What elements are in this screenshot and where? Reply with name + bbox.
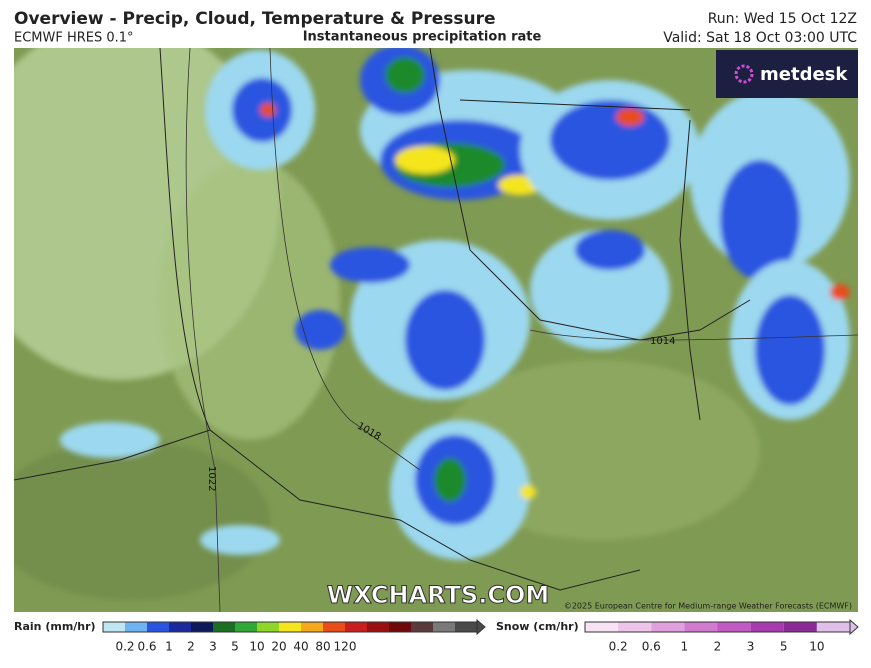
rain-scale-swatch: [411, 622, 433, 632]
rain-scale-arrow: [476, 618, 486, 636]
snow-scale-swatch: [816, 622, 850, 632]
snow-scale-arrow: [849, 618, 859, 636]
rain-scale-swatch: [191, 622, 213, 632]
rain-scale-label: 2: [187, 640, 195, 654]
rain-scale-label: 0.2: [115, 640, 134, 654]
snow-scale-label: 5: [780, 640, 788, 654]
rain-scale-label: 80: [315, 640, 330, 654]
rain-scale-swatch: [257, 622, 279, 632]
logo-icon: [734, 64, 754, 84]
snow-scale-label: 1: [681, 640, 689, 654]
title: Overview - Precip, Cloud, Temperature & …: [14, 9, 496, 29]
rain-scale-swatch: [345, 622, 367, 632]
copyright: ©2025 European Centre for Medium-range W…: [564, 602, 852, 611]
rain-scale-label: 5: [231, 640, 239, 654]
snow-scale-label: 0.2: [609, 640, 628, 654]
snow-scale-label: 2: [714, 640, 722, 654]
rain-scale-label: 40: [293, 640, 308, 654]
rain-scale-swatch: [433, 622, 455, 632]
snow-title: Snow (cm/hr): [496, 620, 579, 633]
rain-scale-label: 3: [209, 640, 217, 654]
valid: Valid: Sat 18 Oct 03:00 UTC: [663, 30, 857, 46]
rain-scale-label: 120: [334, 640, 357, 654]
rain-scale-swatch: [323, 622, 345, 632]
snow-scale-swatch: [783, 622, 817, 632]
snow-scale-swatch: [717, 622, 751, 632]
rain-scale-swatch: [125, 622, 147, 632]
snow-scale-swatch: [750, 622, 784, 632]
snow-scale-swatch: [684, 622, 718, 632]
rain-scale-swatch: [455, 622, 477, 632]
isobar-label: 1022: [206, 466, 217, 491]
watermark: WXCHARTS.COM: [327, 581, 549, 609]
snow-scale-label: 3: [747, 640, 755, 654]
snow-scale-swatch: [618, 622, 652, 632]
logo: metdesk: [760, 64, 848, 85]
rain-scale-label: 0.6: [137, 640, 156, 654]
rain-scale-swatch: [147, 622, 169, 632]
snow-scale-swatch: [585, 622, 619, 632]
rain-scale-label: 20: [271, 640, 286, 654]
rain-scale-swatch: [235, 622, 257, 632]
rain-scale-label: 1: [165, 640, 173, 654]
model: ECMWF HRES 0.1°: [14, 31, 134, 46]
rain-scale-swatch: [279, 622, 301, 632]
rain-title: Rain (mm/hr): [14, 620, 96, 633]
legend: Rain (mm/hr) Snow (cm/hr) 0.2 0.6 1 2 3 5 10 20…: [14, 618, 859, 654]
snow-scale-label: 0.6: [642, 640, 661, 654]
rain-scale-swatch: [103, 622, 125, 632]
snow-scale-swatch: [651, 622, 685, 632]
snow-scale-label: 10: [809, 640, 824, 654]
isobar-label: 1014: [650, 336, 675, 347]
logo-box: [716, 50, 858, 98]
rain-scale-swatch: [213, 622, 235, 632]
rain-scale-swatch: [169, 622, 191, 632]
rain-scale-swatch: [367, 622, 389, 632]
rain-scale-swatch: [301, 622, 323, 632]
rain-scale-label: 10: [249, 640, 264, 654]
map: 1018 1014 1022 WXCHARTS.COM ©2025 Europe…: [14, 48, 858, 612]
rain-scale-swatch: [389, 622, 411, 632]
subtitle: Instantaneous precipitation rate: [303, 30, 542, 45]
run: Run: Wed 15 Oct 12Z: [708, 11, 857, 27]
